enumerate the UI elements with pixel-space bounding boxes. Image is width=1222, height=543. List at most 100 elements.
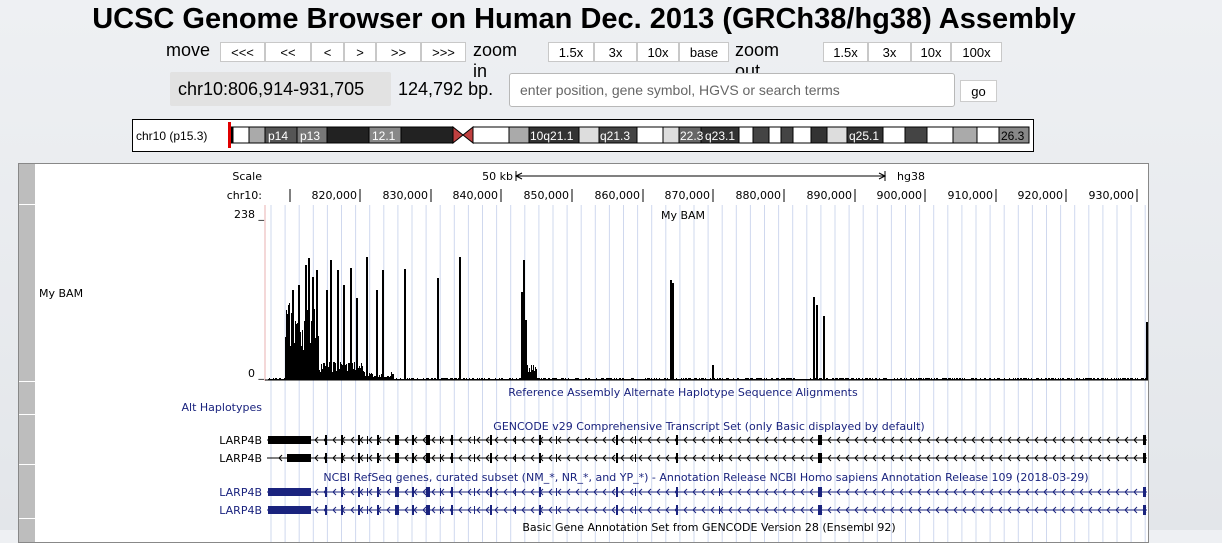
zoom-in-3x-button[interactable]: 3x [594,42,637,62]
strand-arrow [566,436,571,444]
gencode-transcripts[interactable] [267,435,1147,463]
coverage-bar [1017,378,1018,380]
coverage-bar [851,378,852,380]
alt-haplotypes-side-label[interactable]: Alt Haplotypes [182,401,263,414]
strand-arrow [980,506,985,514]
exon [818,505,820,515]
refseq-transcripts[interactable] [267,487,1147,515]
coverage-bar [791,378,792,380]
coverage-bar [645,378,646,380]
coverage-bar [870,378,871,380]
coverage-bar [841,378,842,380]
chromosome-ideogram[interactable]: chr10 (p15.3) [132,119,1034,152]
strand-arrow [314,436,319,444]
coverage-bar [358,368,359,380]
ruler-side-button[interactable] [19,164,35,204]
coverage-bar [1038,378,1039,380]
exon [397,487,399,497]
coverage-bar [651,378,652,380]
exon [426,453,428,463]
coverage-bar [417,378,418,380]
exon [451,487,453,497]
strand-arrow [800,488,805,496]
alt-haplotypes-side-button[interactable] [19,382,35,414]
move-slight-right-button[interactable]: > [344,42,376,62]
exon [325,487,327,497]
strand-arrow [476,506,481,514]
coverage-bar [1052,378,1053,380]
exon [426,505,428,515]
gencode-gene-label-1[interactable]: LARP4B [219,434,262,447]
refseq-side-button[interactable] [19,465,35,518]
zoom-out-10x-button[interactable]: 10x [911,42,951,62]
genome-browser-image[interactable]: Scale chr10: 50 kb hg38 820,000 830,000 84… [18,163,1149,543]
strand-arrow [836,454,841,462]
zoom-in-base-button[interactable]: base [679,42,729,62]
coverage-bar [672,283,674,380]
bam-side-button[interactable] [19,205,35,381]
refseq-gene-label-2[interactable]: LARP4B [219,504,262,517]
band-label-22.3: 22.3 [680,129,704,143]
coverage-bar [1085,378,1086,380]
strand-arrow [503,506,508,514]
strand-arrow [917,454,922,462]
coverage-bar [276,378,277,380]
position-search-input[interactable] [509,73,955,107]
strand-arrow [1124,506,1129,514]
refseq-gene-label-1[interactable]: LARP4B [219,486,262,499]
gencode-side-button[interactable] [19,415,35,464]
track-side-buttons[interactable] [19,164,35,542]
exon [539,435,541,445]
strand-arrow [458,506,463,514]
zoom-in-1.5x-button[interactable]: 1.5x [548,42,594,62]
strand-arrow [593,488,598,496]
zoom-out-1.5x-button[interactable]: 1.5x [823,42,868,62]
zoom-out-3x-button[interactable]: 3x [868,42,911,62]
move-far-right-button[interactable]: >>> [421,42,466,62]
coverage-bar [1026,378,1027,380]
move-left-button[interactable]: << [265,42,311,62]
strand-arrow [683,454,688,462]
coverage-bar [1105,378,1106,380]
strand-arrow [962,506,967,514]
coverage-bar [862,378,863,380]
coverage-bar [608,378,609,380]
exon [820,453,822,463]
strand-arrow [980,488,985,496]
go-button[interactable]: go [960,80,997,102]
move-far-left-button[interactable]: <<< [220,42,265,62]
coverage-bar [738,378,739,380]
coverage-bar [865,378,866,380]
band-label-12.1: 12.1 [372,129,396,143]
strand-arrow [1025,506,1030,514]
move-slight-left-button[interactable]: < [311,42,344,62]
strand-arrow [422,488,427,496]
coverage-bar [665,378,666,380]
coverage-bar [393,374,394,380]
move-right-button[interactable]: >> [376,42,421,62]
coverage-bar [1093,378,1094,380]
exon [412,453,414,463]
exon [818,453,820,463]
strand-arrow [692,506,697,514]
coverage-bar [314,309,315,380]
coverage-bar [431,378,432,380]
coverage-bar [602,378,603,380]
gencode-gene-label-2[interactable]: LARP4B [219,452,262,465]
strand-arrow [746,454,751,462]
coverage-bar [954,378,955,380]
basic-track-title: Basic Gene Annotation Set from GENCODE V… [522,521,895,534]
bam-track-side-label[interactable]: My BAM [39,287,83,300]
zoom-out-100x-button[interactable]: 100x [951,42,1002,62]
exon [474,488,475,496]
coverage-bar [1098,378,1099,380]
exon-block [287,454,311,462]
zoom-in-10x-button[interactable]: 10x [637,42,679,62]
basic-side-button[interactable] [19,519,35,542]
exon [395,435,397,445]
coverage-bar [585,378,586,380]
strand-arrow [710,488,715,496]
coverage-bar [1024,378,1025,380]
strand-arrow [350,454,355,462]
strand-arrow [1016,436,1021,444]
